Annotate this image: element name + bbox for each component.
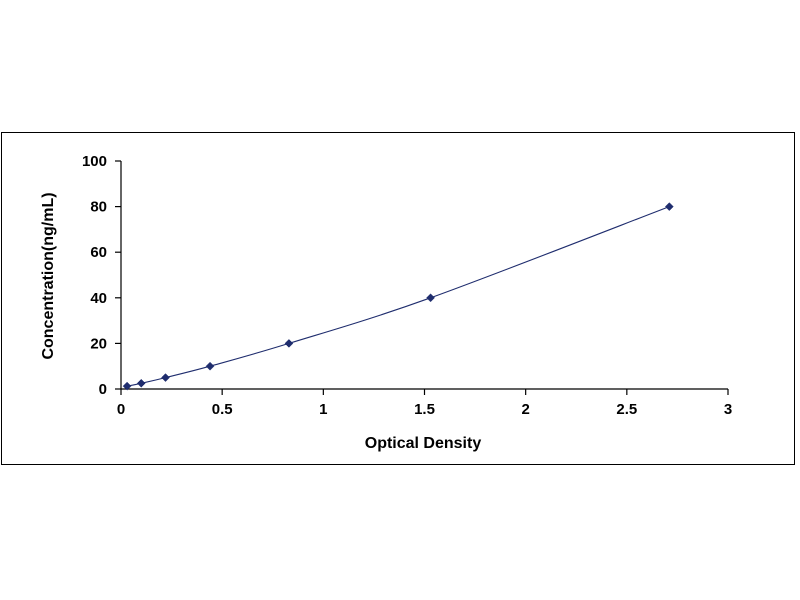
data-point-marker [122,381,132,391]
y-tick-label: 60 [90,244,107,261]
x-axis-title: Optical Density [365,435,482,452]
y-tick-label: 100 [82,153,107,170]
data-point-marker [205,361,215,371]
x-tick-label: 0.5 [212,401,233,418]
y-tick-label: 80 [90,199,107,216]
x-tick-label: 2.5 [616,401,637,418]
axes-layer [120,161,728,390]
y-tick-label: 0 [99,381,107,398]
data-point-marker [161,373,170,382]
data-point-marker [284,339,294,348]
data-point-marker [426,293,435,303]
curve-layer [126,206,670,387]
x-tick-label: 1.5 [414,401,435,418]
y-tick-label: 20 [90,335,107,352]
x-tick-label: 2 [521,401,529,418]
x-tick-label: 0 [117,401,125,418]
data-point-marker [664,202,674,211]
trend-line [126,206,670,387]
points-layer [122,202,674,391]
chart-svg: 0 0.5 1 1.5 2 2.5 3 0 20 40 60 80 100 Optical Densit… [40,153,732,452]
data-point-marker [136,378,146,388]
x-tick-label: 3 [724,401,732,418]
y-tick-label: 40 [90,290,107,307]
ticks-layer: 0 0.5 1 1.5 2 2.5 3 0 20 40 60 80 100 [82,153,732,418]
y-axis-title: Concentration(ng/mL) [40,192,57,359]
x-tick-label: 1 [319,401,327,418]
chart-frame: 0 0.5 1 1.5 2 2.5 3 0 20 40 60 80 100 Optical Densit… [1,132,795,465]
